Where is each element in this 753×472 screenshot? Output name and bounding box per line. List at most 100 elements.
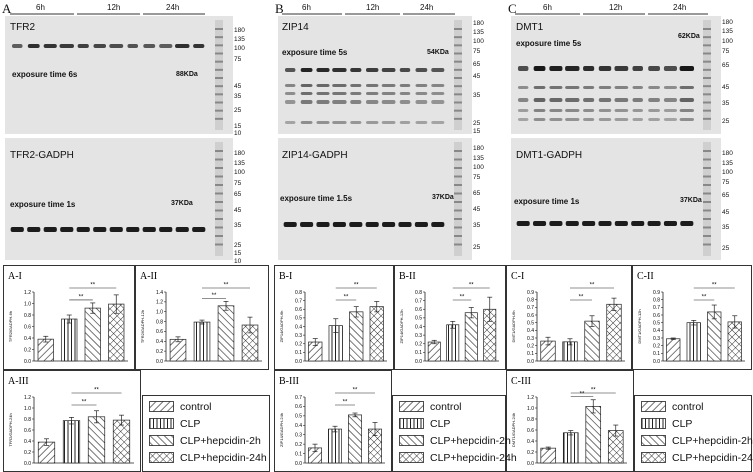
mw-marker-label: 15 (234, 250, 242, 257)
mw-marker-label: 10 (234, 130, 242, 137)
blot-band (300, 100, 313, 104)
blot-band (583, 109, 595, 112)
y-tick-label: 0.0 (415, 359, 422, 365)
blot-band (43, 227, 57, 232)
ladder-band (703, 209, 711, 212)
ladder-band (215, 85, 223, 88)
mw-marker-label: 25 (722, 245, 730, 252)
ladder-band (703, 77, 711, 79)
ladder-band (215, 77, 223, 79)
y-tick-label: 0.5 (295, 316, 302, 322)
ladder-band (454, 184, 462, 186)
blot-band (332, 68, 347, 72)
blot-band (365, 100, 379, 104)
y-tick-label: 1.0 (24, 301, 31, 307)
y-axis-label: ZIP14/GADPH-12h (399, 309, 404, 343)
y-tick-label: 0.4 (295, 324, 302, 330)
blot-band (549, 221, 563, 226)
mw-marker-label: 180 (722, 19, 733, 26)
chart-panel-label: B-II (399, 271, 416, 282)
blot-band (663, 86, 677, 89)
blot-band (127, 44, 139, 48)
significance-marker: ** (591, 388, 596, 394)
blot-image (283, 142, 462, 256)
ladder-band (454, 36, 462, 39)
blot-band (415, 100, 428, 104)
blot-band (43, 44, 57, 48)
mw-marker-label: 135 (722, 160, 733, 167)
blot-band (517, 66, 529, 71)
blot-band (300, 84, 313, 87)
blot-band (365, 92, 379, 95)
bar (61, 318, 78, 362)
timepoint-label: 6h (543, 3, 552, 12)
ladder-band (215, 44, 223, 47)
legend-label: CLP+hepcidin-24h (672, 452, 753, 464)
ladder-band (703, 167, 711, 169)
ladder-band (703, 226, 711, 229)
y-tick-label: 0.1 (295, 451, 302, 457)
ladder-band (215, 243, 223, 246)
ladder-band (703, 36, 711, 39)
blot-band (60, 227, 74, 232)
y-tick-label: 0.4 (415, 324, 422, 330)
mw-marker-label: 75 (722, 179, 730, 186)
bar-chart-b-ii: B-II ZIP14/GADPH-12h 0.0 0.1 0.2 0.3 0.4 0.5 0.6… (394, 265, 506, 370)
y-tick-label: 0.8 (24, 417, 31, 423)
ladder-band (215, 218, 223, 220)
blot-band (11, 44, 23, 48)
ladder-band (454, 226, 462, 229)
bar (584, 320, 600, 362)
kda-label: 37KDa (432, 194, 454, 201)
mw-marker-label: 100 (722, 169, 733, 176)
legend-swatch (149, 401, 174, 412)
legend-item: CLP+hepcidin-24h (149, 452, 267, 464)
blot-band (533, 118, 546, 121)
y-tick-label: 0.0 (527, 461, 534, 467)
mw-marker-label: 75 (234, 56, 242, 63)
blot-band (565, 66, 580, 71)
blot-band (663, 66, 677, 71)
blot-band (332, 100, 347, 104)
bar-chart-c-ii: C-II DMT1/GADPH-12h 0.0 0.1 0.2 0.3 0.4 0.5 0.6 0… (632, 265, 752, 370)
ladder-band (454, 68, 462, 71)
blot-band (565, 118, 580, 121)
y-tick-label: 0.2 (295, 442, 302, 448)
bar (686, 322, 701, 362)
mw-marker-label: 45 (473, 73, 481, 80)
y-tick-label: 0.8 (527, 417, 534, 423)
blot-band (632, 118, 643, 121)
y-tick-label: 0.6 (295, 307, 302, 313)
blot-band (316, 92, 330, 95)
significance-marker: ** (712, 283, 717, 289)
ladder-band (215, 175, 223, 178)
y-tick-label: 0.7 (527, 305, 534, 311)
y-tick-label: 1.2 (527, 395, 534, 401)
blot-band (663, 98, 677, 102)
y-tick-label: 0.0 (295, 359, 302, 365)
bar-chart-b-i: B-I ZIP14/GADPH-6h 0.0 0.1 0.2 0.3 0.4 0.5 0.6 0.… (274, 265, 394, 370)
ladder-band (703, 52, 711, 55)
blot-band (632, 66, 643, 71)
ladder-band (215, 235, 223, 237)
mw-marker-label: 135 (234, 160, 245, 167)
blot-band (598, 66, 612, 71)
mw-marker-label: 45 (234, 83, 242, 90)
y-axis-label: DMT1/GADPH-12h (637, 309, 642, 343)
ladder-band (215, 109, 223, 112)
ladder-band (703, 192, 711, 195)
y-tick-label: 0.3 (295, 333, 302, 339)
ladder-band (454, 235, 462, 237)
blot-band (381, 84, 396, 87)
bar-chart-c-i: C-I DMT1/GADPH-6h 0.0 0.1 0.2 0.3 0.4 0.5 0.6 0.7… (506, 265, 632, 370)
exposure-label: exposure time 5s (516, 39, 582, 48)
legend-item: CLP+hepcidin-2h (641, 435, 753, 447)
bar (427, 341, 441, 362)
y-axis-label: TFR2/GADPH-6h (8, 311, 13, 342)
blot-band (614, 109, 629, 112)
y-tick-label: 0.8 (653, 297, 660, 303)
blot-band (332, 92, 347, 95)
y-axis-label: TFR2/GADPH-24h (8, 413, 13, 446)
mw-marker-label: 65 (234, 191, 242, 198)
y-tick-label: 0.5 (295, 414, 302, 420)
